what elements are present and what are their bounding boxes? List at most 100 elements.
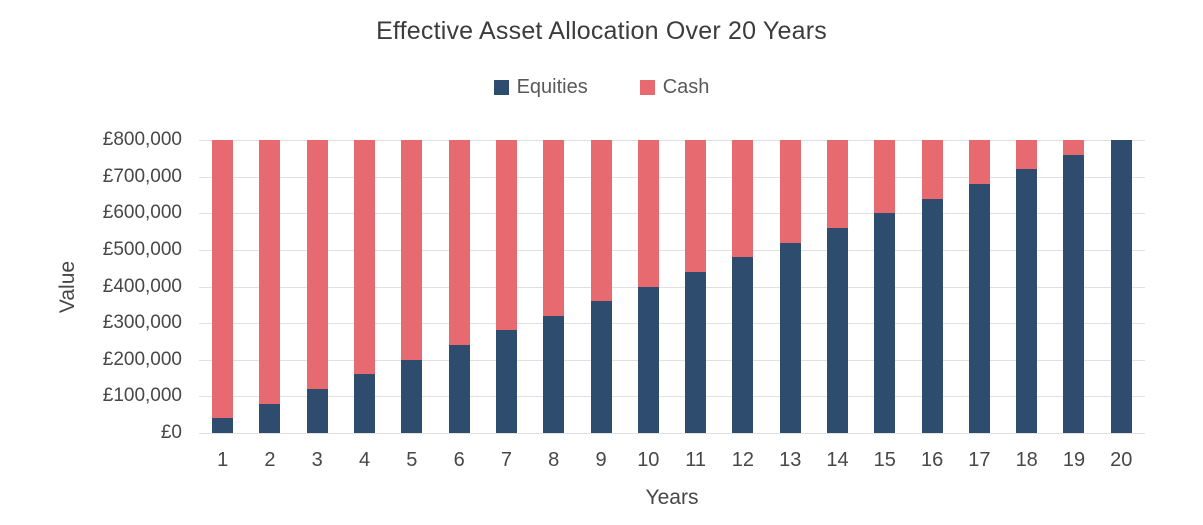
legend-item-cash: Cash	[639, 76, 710, 99]
bar-segment-equities-year-1	[212, 418, 234, 433]
legend-label-cash: Cash	[662, 76, 710, 98]
x-tick-label: 17	[968, 449, 991, 471]
x-axis-ticks: 1 2 3 4 5 6 7 8 9 10 11 12 13 14 15 16 17 18 19 20	[199, 449, 1145, 472]
legend: Equities Cash	[0, 76, 1203, 99]
bar-segment-cash-year-4	[354, 140, 376, 375]
bar-slot	[483, 140, 530, 433]
y-tick-label: £600,000	[102, 202, 182, 224]
gridline	[199, 286, 1145, 288]
bar-year-1	[212, 140, 234, 433]
x-tick-label: 20	[1110, 449, 1133, 471]
y-tick-label: £800,000	[102, 129, 182, 150]
bar-segment-equities-year-11	[685, 271, 707, 433]
bar-segment-equities-year-18	[1016, 169, 1038, 433]
bar-year-19	[1063, 140, 1085, 433]
y-tick-label: £200,000	[102, 348, 182, 370]
bar-year-11	[685, 140, 707, 433]
bar-slot	[861, 140, 908, 433]
x-tick-label: 8	[548, 449, 560, 471]
bar-slot	[908, 140, 955, 433]
bar-year-20	[1110, 140, 1132, 433]
bar-segment-cash-year-9	[590, 140, 612, 302]
y-tick-label: £500,000	[102, 238, 182, 260]
equities-swatch-icon	[493, 80, 509, 95]
bar-segment-equities-year-17	[968, 183, 990, 433]
y-tick-label: £400,000	[102, 275, 182, 297]
gridline	[199, 323, 1145, 325]
bar-slot	[814, 140, 861, 433]
bar-segment-cash-year-19	[1063, 140, 1085, 155]
bar-slot	[577, 140, 624, 433]
gridline	[199, 249, 1145, 251]
x-axis-title: Years	[645, 486, 699, 509]
bar-segment-equities-year-14	[827, 227, 848, 433]
bar-slot	[530, 140, 577, 433]
x-tick-label: 13	[779, 449, 802, 471]
legend-label-equities: Equities	[516, 76, 588, 98]
bar-segment-cash-year-5	[401, 140, 423, 360]
bar-year-3	[306, 140, 328, 433]
bar-year-18	[1016, 140, 1038, 433]
bar-segment-cash-year-12	[732, 140, 754, 258]
x-tick-label: 1	[217, 449, 229, 471]
bar-segment-equities-year-9	[590, 301, 612, 433]
bar-slot	[1098, 140, 1145, 433]
gridline	[199, 213, 1145, 215]
x-tick-label: 10	[637, 449, 660, 471]
y-tick-label: £700,000	[102, 165, 182, 187]
bar-year-9	[590, 140, 612, 433]
bar-segment-cash-year-11	[685, 140, 707, 272]
bar-year-17	[968, 140, 990, 433]
gridline	[199, 396, 1145, 398]
bar-slot	[435, 140, 482, 433]
bar-segment-cash-year-3	[306, 140, 328, 390]
bar-segment-equities-year-8	[543, 315, 565, 433]
x-tick-label: 11	[685, 449, 706, 471]
bar-segment-cash-year-16	[921, 140, 943, 199]
x-tick-label: 19	[1062, 449, 1086, 471]
bar-year-16	[921, 140, 943, 433]
bar-segment-cash-year-15	[874, 140, 896, 214]
bar-year-10	[637, 140, 659, 433]
gridline	[199, 359, 1145, 361]
legend-item-equities: Equities	[493, 76, 588, 99]
x-tick-label: 5	[406, 449, 418, 471]
gridlines	[199, 140, 1145, 434]
x-tick-label: 15	[873, 449, 896, 471]
bar-segment-equities-year-5	[401, 359, 423, 433]
bar-year-7	[495, 140, 517, 433]
bar-slot	[246, 140, 293, 433]
bar-slot	[199, 140, 246, 433]
bar-slot	[1003, 140, 1050, 433]
plot-area	[199, 140, 1145, 434]
x-tick-label: 3	[311, 449, 323, 471]
bar-year-15	[874, 140, 896, 433]
gridline	[199, 176, 1145, 178]
bar-segment-cash-year-8	[543, 140, 565, 316]
bar-segment-equities-year-15	[874, 213, 896, 433]
y-tick-label: £0	[160, 422, 182, 443]
x-tick-label: 2	[264, 449, 276, 471]
bar-segment-equities-year-12	[732, 257, 754, 433]
bar-segment-equities-year-3	[306, 389, 328, 433]
x-tick-label: 18	[1015, 449, 1038, 471]
bar-segment-cash-year-17	[968, 140, 990, 184]
bars-container	[199, 140, 1145, 433]
bar-year-14	[827, 140, 848, 433]
chart-title: Effective Asset Allocation Over 20 Years	[376, 17, 827, 45]
x-tick-label: 6	[453, 449, 465, 471]
x-tick-label: 7	[500, 449, 512, 471]
bar-segment-equities-year-2	[259, 403, 281, 433]
bar-segment-equities-year-19	[1063, 154, 1085, 433]
x-tick-label: 9	[595, 449, 607, 471]
y-tick-label: £300,000	[102, 312, 182, 334]
bar-segment-equities-year-6	[448, 345, 470, 433]
bar-segment-cash-year-18	[1016, 140, 1038, 170]
x-tick-label: 14	[826, 449, 849, 471]
bar-segment-cash-year-7	[495, 140, 517, 331]
bar-year-2	[259, 140, 281, 433]
bar-segment-equities-year-7	[495, 330, 517, 433]
bar-slot	[767, 140, 814, 433]
bar-segment-equities-year-20	[1110, 140, 1132, 433]
